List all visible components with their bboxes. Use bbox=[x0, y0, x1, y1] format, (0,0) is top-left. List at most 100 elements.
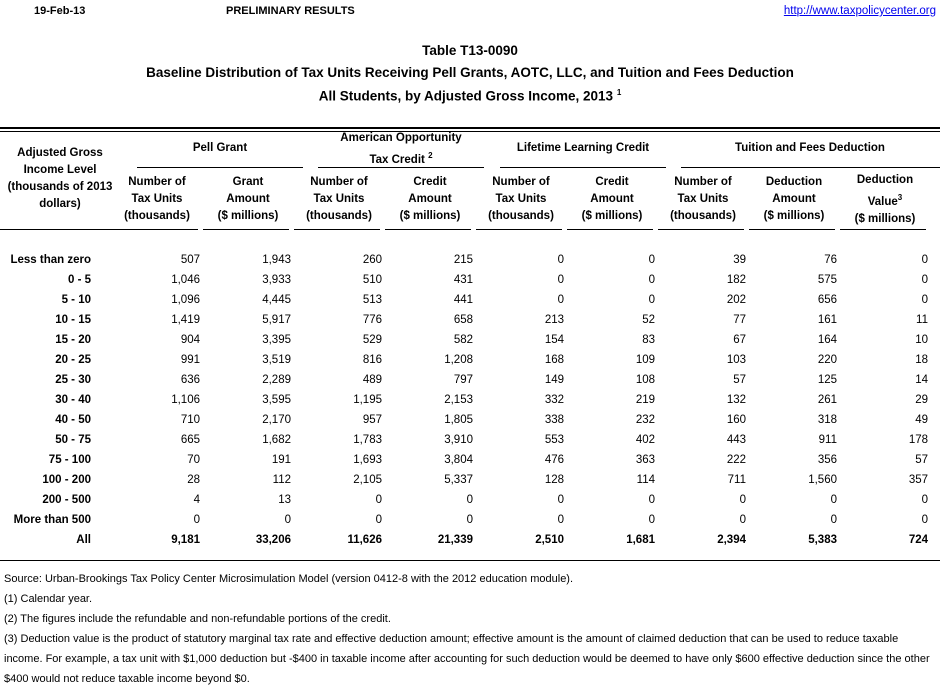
table-cell: 402 bbox=[635, 434, 655, 446]
table-cell: 202 bbox=[726, 294, 746, 306]
header-rule bbox=[476, 229, 562, 230]
column-header-line: Amount bbox=[204, 191, 292, 208]
column-header: Grant Amount ($ millions) bbox=[204, 174, 292, 225]
table-cell: 582 bbox=[453, 334, 473, 346]
table-cell: 0 bbox=[739, 514, 746, 526]
report-date: 19-Feb-13 bbox=[34, 5, 86, 17]
table-cell: 14 bbox=[915, 374, 928, 386]
column-header-line: Amount bbox=[386, 191, 474, 208]
table-cell: 363 bbox=[635, 454, 655, 466]
table-cell: 797 bbox=[453, 374, 473, 386]
table-cell: 0 bbox=[921, 294, 928, 306]
table-cell: 67 bbox=[733, 334, 746, 346]
table-cell: 431 bbox=[453, 274, 473, 286]
table-cell: 260 bbox=[362, 254, 382, 266]
row-header: Adjusted Gross Income Level (thousands o… bbox=[0, 145, 120, 213]
column-header: Credit Amount ($ millions) bbox=[568, 174, 656, 225]
income-level: 15 - 20 bbox=[55, 334, 91, 346]
group-header-text: Tax Credit bbox=[369, 153, 425, 166]
column-header-line: Tax Units bbox=[659, 191, 747, 208]
table-cell: 103 bbox=[726, 354, 746, 366]
table-cell: 0 bbox=[557, 274, 564, 286]
table-cell: 3,804 bbox=[444, 454, 473, 466]
table-cell: 1,195 bbox=[353, 394, 382, 406]
table-row: 10 - 15 1,419 5,917 776 658 213 52 77 161 11 bbox=[0, 310, 940, 330]
table-cell: 76 bbox=[824, 254, 837, 266]
column-header-text: Tax Units bbox=[313, 193, 365, 205]
table-cell: 13 bbox=[278, 494, 291, 506]
source-note: Source: Urban-Brookings Tax Policy Cente… bbox=[4, 573, 574, 585]
table-cell: 5,917 bbox=[262, 314, 291, 326]
income-level: 30 - 40 bbox=[55, 394, 91, 406]
footnote-ref: 1 bbox=[616, 88, 622, 97]
table-cell: 1,560 bbox=[808, 474, 837, 486]
table-cell: 338 bbox=[544, 414, 564, 426]
table-cell: 776 bbox=[362, 314, 382, 326]
website-link[interactable]: http://www.taxpolicycenter.org bbox=[783, 5, 936, 17]
table-cell: 213 bbox=[544, 314, 564, 326]
column-header-text: Amount bbox=[772, 193, 816, 205]
table-cell: 49 bbox=[915, 414, 928, 426]
table-cell: 0 bbox=[557, 294, 564, 306]
table-cell: 2,105 bbox=[353, 474, 382, 486]
row-header-line: dollars) bbox=[39, 198, 81, 210]
table-cell: 57 bbox=[915, 454, 928, 466]
income-level: 75 - 100 bbox=[48, 454, 91, 466]
column-header-text: Tax Units bbox=[131, 193, 183, 205]
group-header-llc: Lifetime Learning Credit bbox=[516, 142, 650, 154]
table-cell: 52 bbox=[642, 314, 655, 326]
double-rule-bottom bbox=[0, 131, 940, 132]
table-cell: 132 bbox=[726, 394, 746, 406]
group-header-aotc: American Opportunity Tax Credit 2 bbox=[316, 130, 486, 169]
table-cell: 0 bbox=[193, 514, 200, 526]
column-header-text: ($ millions) bbox=[399, 210, 461, 222]
income-level: 50 - 75 bbox=[55, 434, 91, 446]
table-cell: 904 bbox=[180, 334, 200, 346]
header-rule bbox=[203, 229, 289, 230]
income-level: Less than zero bbox=[10, 254, 91, 266]
column-header-line: (thousands) bbox=[113, 208, 201, 225]
income-level: 25 - 30 bbox=[55, 374, 91, 386]
table-cell: 489 bbox=[362, 374, 382, 386]
table-cell: 0 bbox=[830, 514, 837, 526]
column-header-line: Number of bbox=[113, 174, 201, 191]
column-header-text: Credit bbox=[595, 176, 629, 188]
table-row: More than 500 0 0 0 0 0 0 0 0 0 bbox=[0, 510, 940, 530]
table-cell: 991 bbox=[180, 354, 200, 366]
table-cell: 2,289 bbox=[262, 374, 291, 386]
table-cell: 215 bbox=[453, 254, 473, 266]
table-cell: 160 bbox=[726, 414, 746, 426]
column-header-text: Tax Units bbox=[677, 193, 729, 205]
table-cell: 161 bbox=[817, 314, 837, 326]
table-cell: 318 bbox=[817, 414, 837, 426]
table-cell: 1,943 bbox=[262, 254, 291, 266]
table-cell: 2,153 bbox=[444, 394, 473, 406]
column-header-line: Amount bbox=[568, 191, 656, 208]
column-header-text: Amount bbox=[408, 193, 452, 205]
income-level: More than 500 bbox=[13, 514, 91, 526]
income-level: All bbox=[76, 534, 91, 546]
table-cell: 0 bbox=[739, 494, 746, 506]
table-cell: 0 bbox=[921, 494, 928, 506]
table-cell: 178 bbox=[908, 434, 928, 446]
table-cell: 575 bbox=[817, 274, 837, 286]
column-header-line: Amount bbox=[750, 191, 838, 208]
income-level: 200 - 500 bbox=[42, 494, 91, 506]
group-header-line: American Opportunity bbox=[340, 132, 462, 144]
column-header-text: Number of bbox=[128, 176, 186, 188]
column-header-text: Number of bbox=[492, 176, 550, 188]
column-header-text: ($ millions) bbox=[217, 210, 279, 222]
column-header-text: Number of bbox=[674, 176, 732, 188]
table-cell: 29 bbox=[915, 394, 928, 406]
column-header-line: ($ millions) bbox=[386, 208, 474, 225]
column-header-line: Credit bbox=[386, 174, 474, 191]
header-rule bbox=[112, 229, 198, 230]
row-header-line: (thousands of 2013 bbox=[7, 181, 113, 193]
table-cell: 0 bbox=[921, 514, 928, 526]
group-rule bbox=[318, 167, 484, 168]
table-cell: 112 bbox=[272, 474, 291, 486]
column-header: Deduction Value3 ($ millions) bbox=[841, 172, 929, 228]
table-cell: 149 bbox=[544, 374, 564, 386]
table-number: Table T13-0090 bbox=[422, 43, 518, 58]
table-cell: 21,339 bbox=[437, 534, 473, 546]
